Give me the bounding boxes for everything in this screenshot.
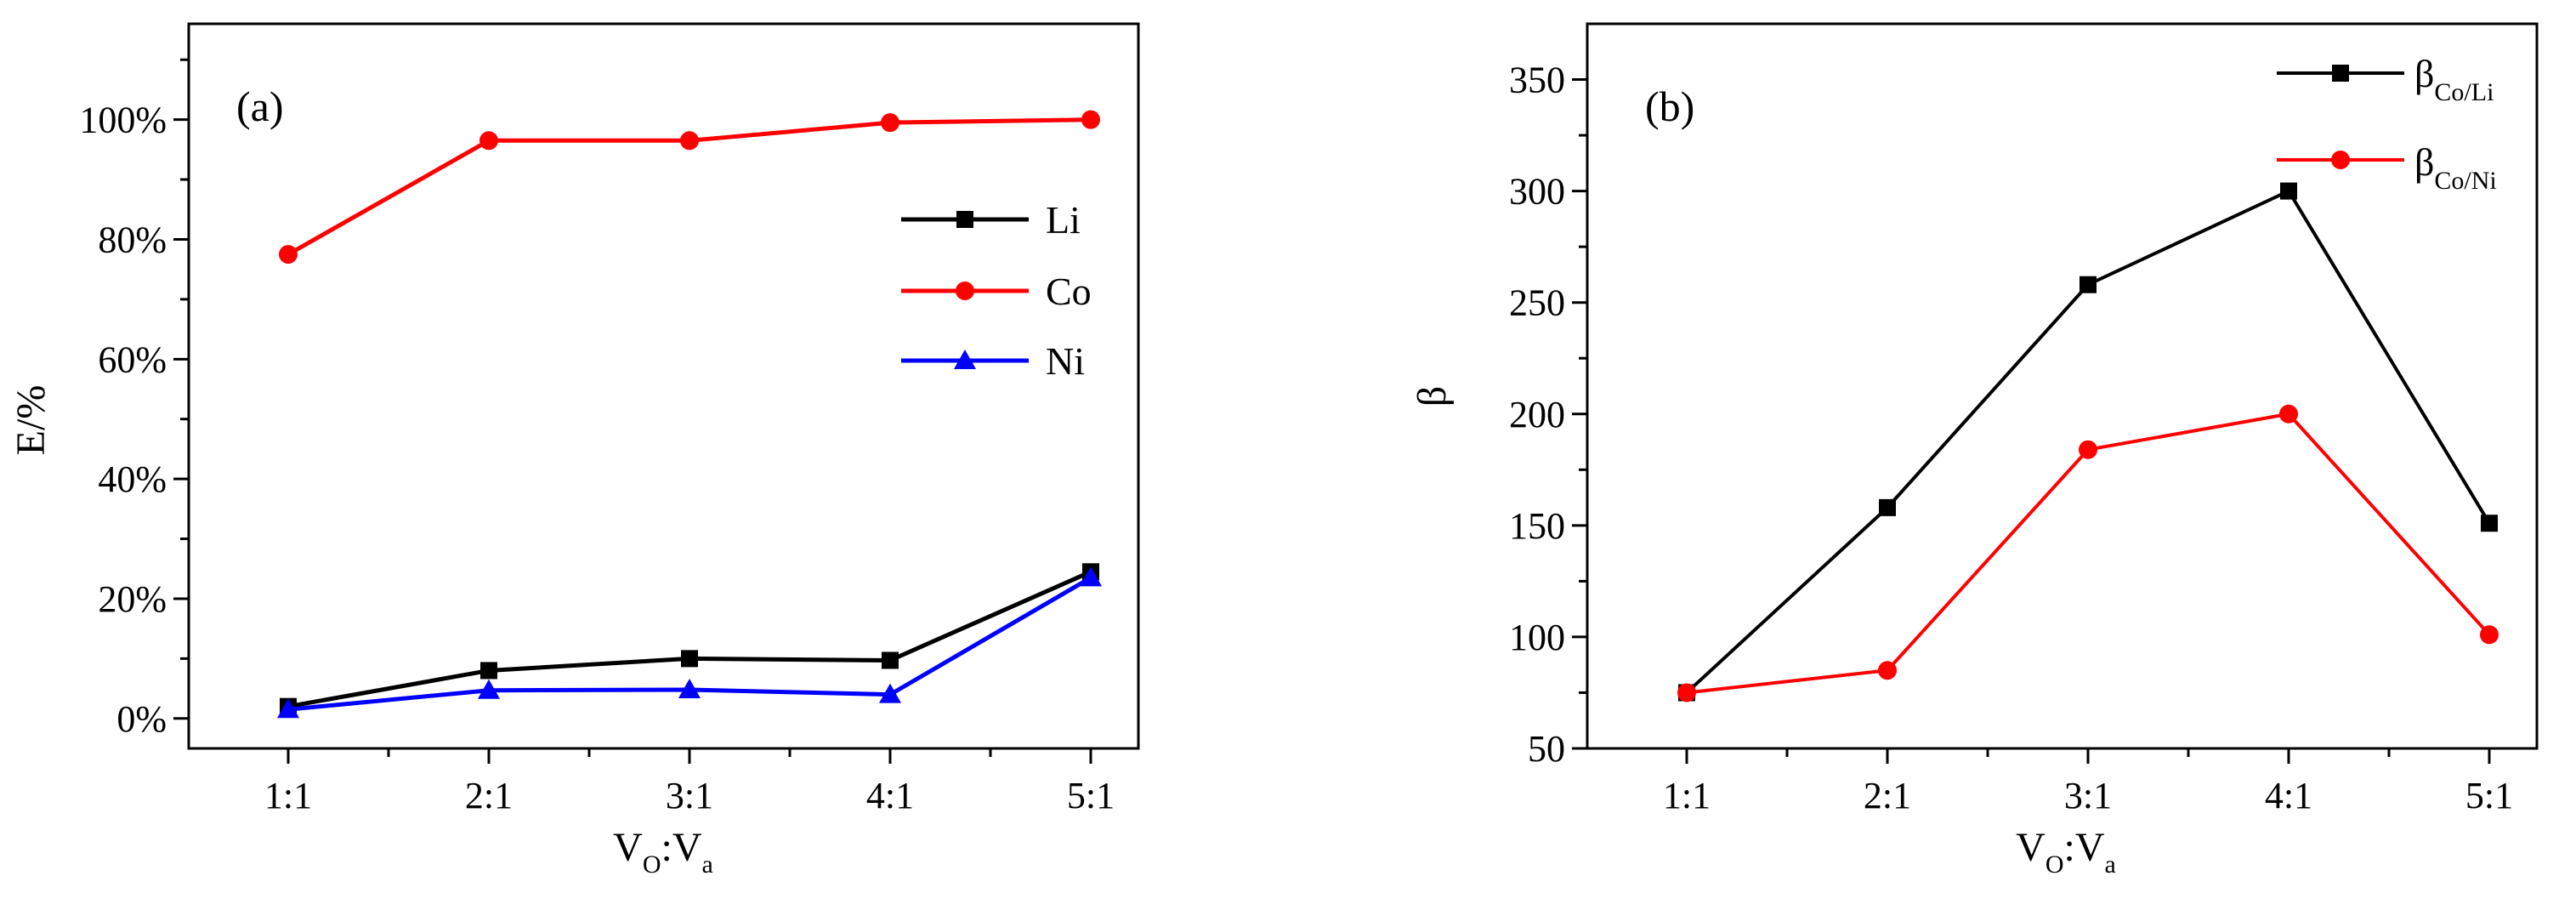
legend-label-co-ni-beta: β [2414,140,2434,184]
y-tick-label-b-4: 250 [1509,282,1565,324]
y-tick-label-b-1: 100 [1509,617,1565,658]
x-tick-label-a-4: 5:1 [1067,775,1115,816]
x-tick-label-a-2: 3:1 [666,775,713,816]
x-tick-label-a-3: 4:1 [866,775,914,816]
y-tick-label-b-6: 350 [1509,60,1565,101]
x-tick-label-b-2: 3:1 [2064,775,2112,816]
x-axis-title-a-v: V [613,825,643,870]
legend-marker-co [956,282,974,300]
x-axis-title-b-sub2: a [2105,850,2116,879]
legend-label-co-li-beta: β [2414,52,2434,95]
series-b [1677,182,2499,702]
x-ticks-b: 1:1 2:1 3:1 4:1 5:1 [1663,748,2513,816]
x-tick-label-b-0: 1:1 [1663,775,1711,816]
y-tick-label-a-4: 80% [98,219,167,260]
x-axis-title-a: VO:Va [613,825,713,879]
panel-label-a: (a) [236,82,284,130]
data-point-a-1-3 [881,113,899,133]
y-tick-label-b-3: 200 [1509,394,1565,435]
data-point-a-0-1 [480,662,497,680]
data-point-a-2-3 [879,683,901,703]
data-point-b-0-4 [2481,515,2498,532]
plot-frame-a [187,22,1140,750]
y-tick-label-a-0: 0% [116,698,167,740]
y-axis-title-a: E/% [9,385,54,456]
legend-b: βCo/Li βCo/Ni [2277,52,2497,195]
legend-marker-li [956,211,973,228]
y-tick-label-a-3: 60% [98,338,167,380]
legend-marker-co-ni [2331,151,2350,169]
x-tick-label-b-4: 5:1 [2465,775,2513,816]
data-point-a-2-4 [1080,566,1102,587]
y-axis-title-b: β [1410,386,1455,407]
plot-frame-b [1586,22,2539,750]
data-point-b-0-1 [1879,498,1896,516]
y-tick-label-b-0: 50 [1528,728,1565,770]
legend-label-ni: Ni [1046,339,1085,383]
x-axis-title-b-mid: :V [2064,825,2105,870]
y-tick-label-b-5: 300 [1509,171,1565,213]
x-axis-title-b: VO:Va [2016,825,2116,879]
series-a [277,110,1102,719]
chart-panel-a: 0% 20% 40% 60% 80% 100% 1:1 2:1 3:1 4:1 5:1 (a) E… [9,22,1140,879]
legend-label-co: Co [1046,270,1092,313]
x-axis-title-a-sub1: O [643,850,661,879]
data-point-a-0-2 [681,650,698,668]
y-ticks-b: 50 100 150 200 250 300 350 [1509,60,1587,770]
x-tick-label-b-1: 2:1 [1864,775,1911,816]
data-point-a-2-1 [478,679,500,699]
data-point-b-0-3 [2280,182,2297,200]
legend-label-co-ni-sub: Co/Ni [2434,167,2496,195]
x-axis-title-b-sub1: O [2045,850,2064,879]
x-axis-title-b-v: V [2016,825,2045,870]
data-point-b-1-1 [1878,661,1897,680]
x-ticks-a: 1:1 2:1 3:1 4:1 5:1 [264,748,1115,816]
legend-a: Li Co Ni [901,198,1092,383]
data-point-b-0-2 [2080,276,2097,293]
chart-panel-b: 50 100 150 200 250 300 350 1:1 2:1 3:1 4:1 5:1 (b)… [1410,22,2539,879]
data-point-a-2-0 [277,698,299,719]
y-ticks-a: 0% 20% 40% 60% 80% 100% [79,58,189,740]
data-point-a-2-2 [678,678,701,698]
legend-label-co-ni: βCo/Ni [2414,140,2497,195]
legend-marker-ni [954,350,976,369]
y-tick-label-a-1: 20% [98,578,167,620]
data-point-b-1-0 [1677,683,1696,702]
legend-marker-co-li [2332,65,2349,82]
data-point-a-1-1 [479,131,498,151]
x-axis-title-a-sub2: a [702,850,713,879]
legend-label-co-li-sub: Co/Li [2434,78,2494,106]
x-axis-title-a-mid: :V [661,825,702,870]
data-point-a-1-2 [680,131,699,151]
y-tick-label-b-2: 150 [1509,505,1565,547]
y-tick-label-a-5: 100% [79,100,167,141]
legend-label-li: Li [1046,198,1081,242]
data-point-a-0-3 [882,651,899,669]
panel-label-b: (b) [1645,82,1694,130]
data-point-b-1-2 [2079,440,2097,459]
x-tick-label-a-1: 2:1 [465,775,513,816]
legend-label-co-li: βCo/Li [2414,52,2494,106]
data-point-b-1-4 [2480,625,2499,645]
x-tick-label-b-3: 4:1 [2265,775,2312,816]
data-point-a-1-0 [279,245,298,264]
y-tick-label-a-2: 40% [98,458,167,500]
x-tick-label-a-0: 1:1 [264,775,312,816]
data-point-a-1-4 [1081,110,1100,129]
data-point-b-1-3 [2279,404,2298,424]
